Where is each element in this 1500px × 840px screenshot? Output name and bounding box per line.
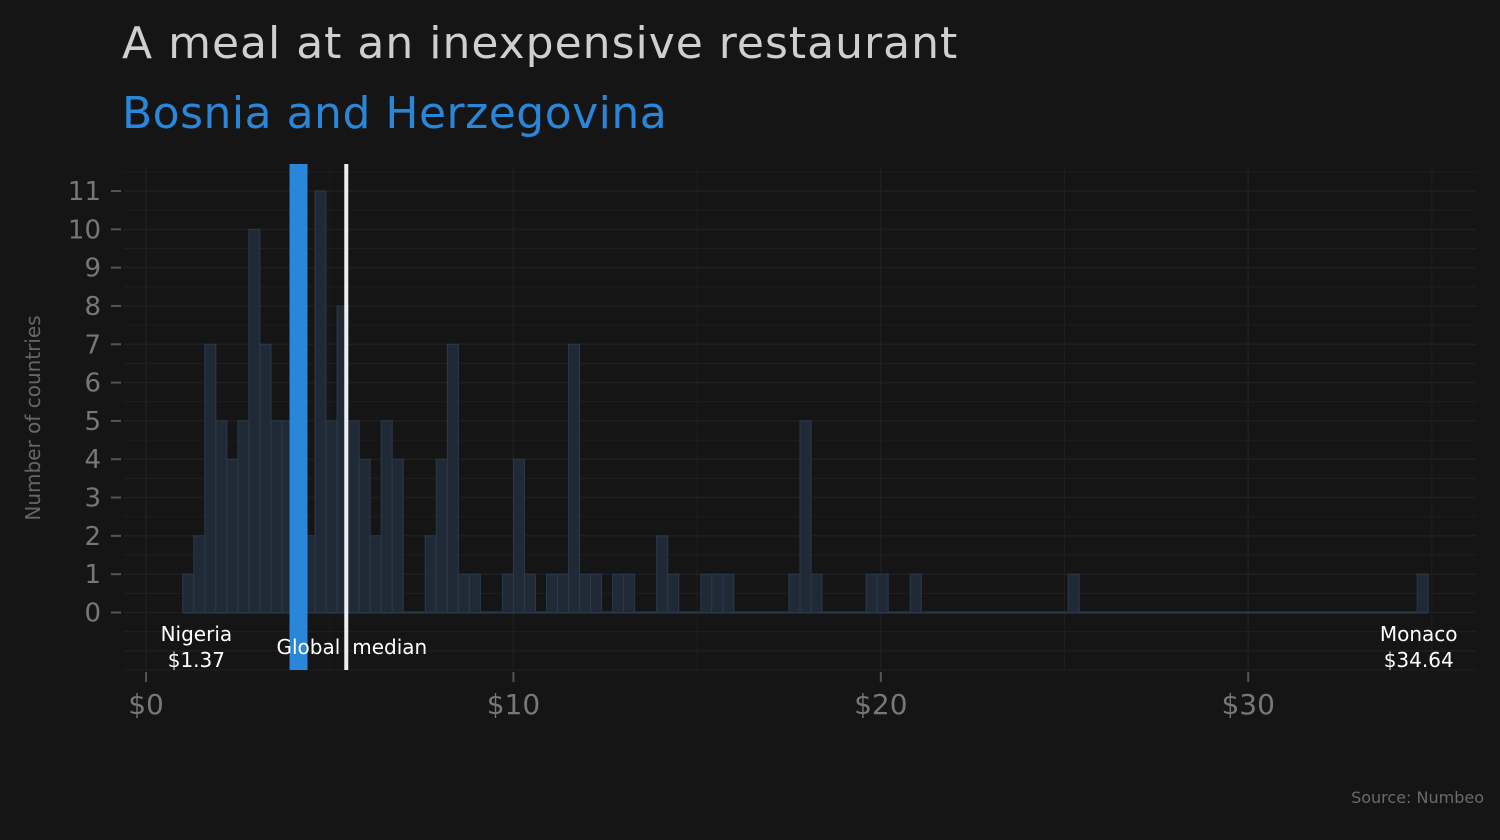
histogram-bar — [512, 458, 525, 614]
y-tick-label: 1 — [84, 560, 101, 590]
histogram-bar — [1067, 573, 1080, 614]
x-tick-label: $0 — [128, 688, 164, 721]
histogram-bar — [1416, 573, 1429, 614]
histogram-bar — [876, 573, 889, 614]
y-tick-label: 10 — [68, 215, 101, 245]
min-country-label: Nigeria — [161, 622, 233, 646]
histogram-bar — [568, 343, 581, 614]
x-tick-label: $30 — [1221, 688, 1274, 721]
histogram-bar — [358, 458, 371, 614]
histogram-bar — [435, 458, 448, 614]
histogram-bar — [369, 535, 382, 614]
histogram-bar — [237, 420, 250, 614]
histogram-bar — [215, 420, 228, 614]
y-tick-label: 7 — [84, 330, 101, 360]
histogram-bar — [424, 535, 437, 614]
histogram-bar — [722, 573, 735, 614]
highlight-country-line — [289, 164, 308, 670]
histogram-bar — [501, 573, 514, 614]
y-tick-label: 2 — [84, 522, 101, 552]
histogram-bar — [204, 343, 217, 614]
histogram-bar — [656, 535, 669, 614]
y-tick-label: 4 — [84, 445, 101, 475]
y-tick-label: 6 — [84, 369, 101, 399]
histogram-bar — [799, 420, 812, 614]
histogram-bar — [700, 573, 713, 614]
histogram-bar — [182, 573, 195, 614]
histogram-bar — [865, 573, 878, 614]
chart-title: A meal at an inexpensive restaurant — [122, 18, 959, 69]
histogram-bar — [623, 573, 636, 614]
max-value-label: $34.64 — [1384, 648, 1454, 672]
max-country-label: Monaco — [1380, 622, 1458, 646]
histogram-bar — [226, 458, 239, 614]
histogram-bar — [457, 573, 470, 614]
histogram-bar — [259, 343, 272, 614]
histogram-bar — [523, 573, 536, 614]
histogram-bar — [391, 458, 404, 614]
histogram-bar — [248, 228, 261, 614]
histogram-bar — [711, 573, 724, 614]
histogram-bar — [468, 573, 481, 614]
histogram-bar — [557, 573, 570, 614]
source-note: Source: Numbeo — [1351, 788, 1484, 807]
chart-subtitle: Bosnia and Herzegovina — [122, 88, 668, 139]
global-median-line — [344, 164, 349, 670]
histogram-bar — [590, 573, 603, 614]
histogram-bar — [579, 573, 592, 614]
x-tick-label: $10 — [487, 688, 540, 721]
histogram-bar — [546, 573, 559, 614]
y-tick-label: 9 — [84, 254, 101, 284]
histogram-bar — [612, 573, 625, 614]
histogram-bar — [193, 535, 206, 614]
histogram-bar — [810, 573, 823, 614]
histogram-bar — [314, 190, 327, 614]
y-tick-label: 8 — [84, 292, 101, 322]
histogram-bar — [788, 573, 801, 614]
y-axis-label: Number of countries — [21, 315, 45, 520]
x-tick-label: $20 — [854, 688, 907, 721]
x-axis-ticks: $0 $10 $20 $30 — [128, 672, 1275, 721]
histogram-bars — [182, 190, 1429, 614]
y-tick-label: 11 — [68, 177, 101, 207]
histogram-bar — [380, 420, 393, 614]
y-axis-ticks: 0 1 2 3 4 5 6 7 8 9 10 11 — [68, 177, 121, 629]
histogram-bar — [446, 343, 459, 614]
histogram-bar — [347, 420, 360, 614]
y-tick-label: 0 — [84, 599, 101, 629]
histogram-bar — [909, 573, 922, 614]
histogram-bar — [325, 420, 338, 614]
histogram-bar — [667, 573, 680, 614]
median-label-left: Global — [276, 635, 340, 659]
y-tick-label: 5 — [84, 407, 101, 437]
min-value-label: $1.37 — [168, 648, 225, 672]
median-label-right: median — [352, 635, 427, 659]
y-tick-label: 3 — [84, 484, 101, 514]
histogram-bar — [270, 420, 283, 614]
